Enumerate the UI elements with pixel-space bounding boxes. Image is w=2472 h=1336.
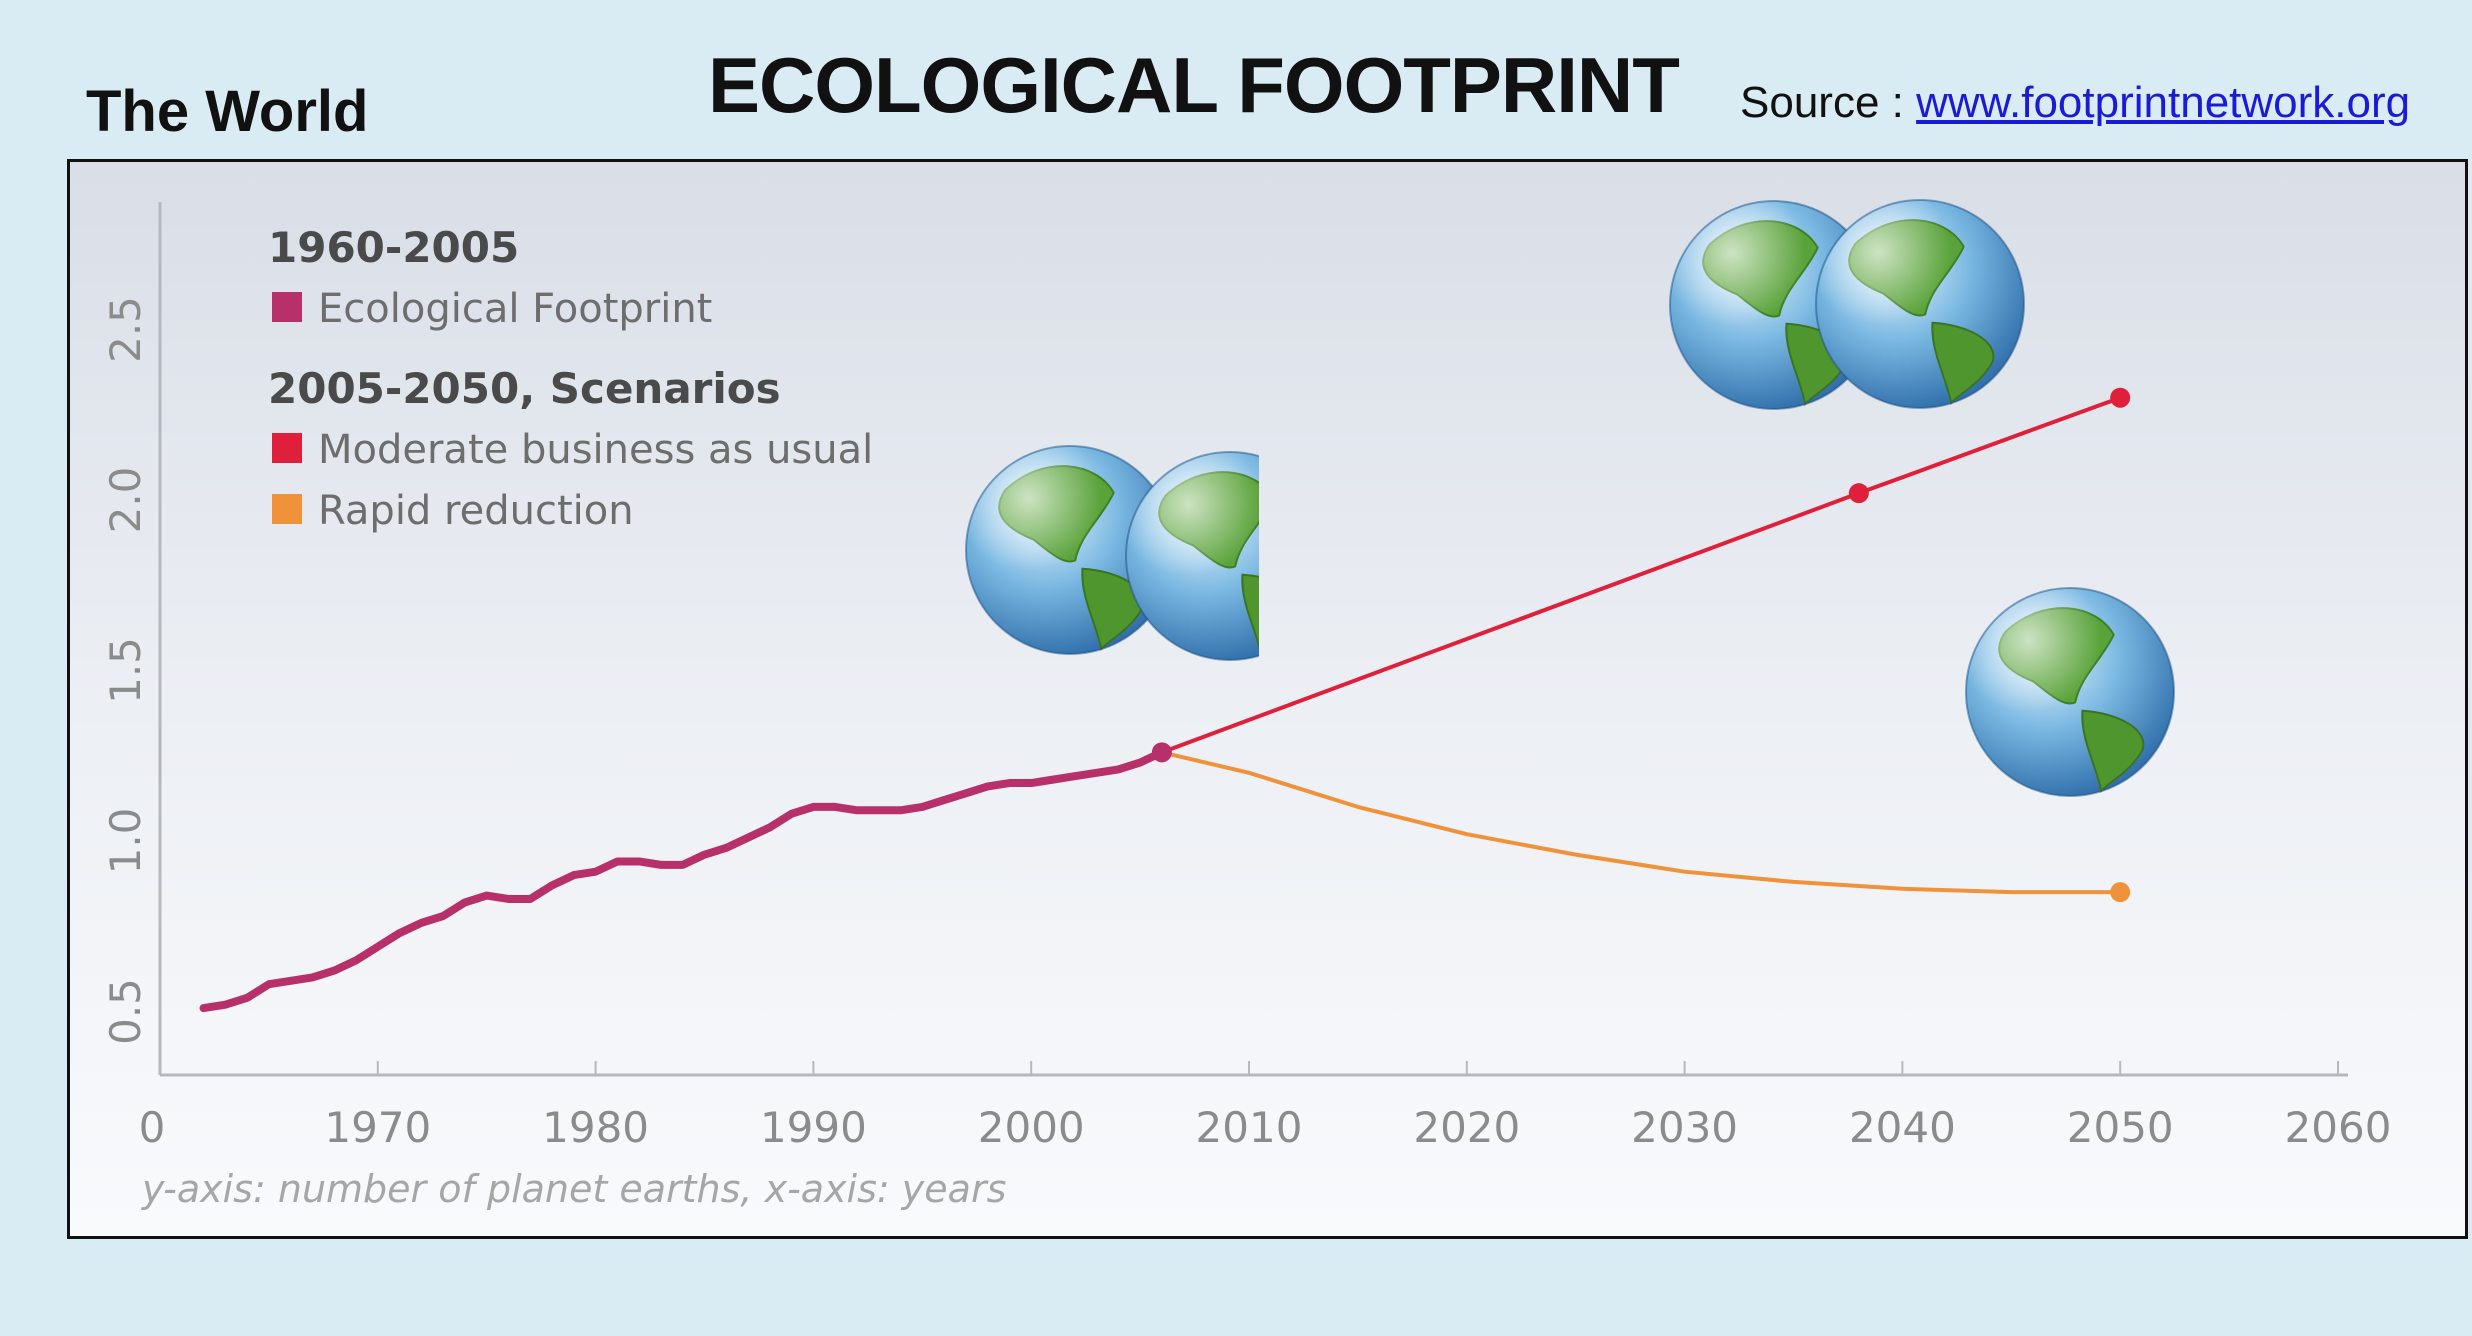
chart-axes — [158, 202, 2348, 1077]
chart-legend: 1960-2005 Ecological Footprint 2005-2050, … — [268, 223, 873, 534]
legend-swatch — [272, 494, 302, 524]
y-tick-label: 2.0 — [101, 467, 150, 534]
ecological-footprint-chart: 0 1970 1980 1990 2000 2010 2020 2030 2040 2050 206… — [101, 199, 2392, 1211]
globe-icon — [1815, 199, 2025, 409]
x-tick-label: 0 — [139, 1103, 166, 1152]
legend-swatch — [272, 433, 302, 463]
legend-label: Moderate business as usual — [318, 427, 873, 473]
series-line-ecological-footprint — [199, 748, 1166, 1013]
source-line: Source : www.footprintnetwork.org — [1740, 78, 2410, 128]
series-line-rapid-reduction — [1159, 750, 2123, 895]
data-point-marker — [1151, 742, 1172, 763]
legend-label: Ecological Footprint — [318, 286, 712, 332]
x-tick-label: 2000 — [978, 1103, 1085, 1152]
x-tick-label: 2060 — [2285, 1103, 2392, 1152]
chart-markers — [1151, 387, 2131, 903]
legend-swatch — [272, 292, 302, 322]
x-tick-label: 2030 — [1631, 1103, 1738, 1152]
y-tick-label: 1.0 — [101, 808, 150, 875]
data-point-marker — [2110, 882, 2131, 903]
globe-icon — [965, 445, 1175, 655]
page-title: ECOLOGICAL FOOTPRINT — [708, 41, 1680, 129]
x-tick-label: 1980 — [542, 1103, 649, 1152]
globe-icon — [1125, 451, 1259, 661]
globe-icon — [1669, 200, 1879, 410]
chart-frame: 0 1970 1980 1990 2000 2010 2020 2030 2040 2050 206… — [67, 159, 2468, 1239]
globe-icon — [1965, 587, 2175, 797]
x-tick-label: 2010 — [1196, 1103, 1303, 1152]
x-tick-label: 2040 — [1849, 1103, 1956, 1152]
x-axis-ticks: 0 1970 1980 1990 2000 2010 2020 2030 2040 2050 206… — [139, 1061, 2392, 1152]
y-tick-label: 2.5 — [101, 296, 150, 363]
legend-label: Rapid reduction — [318, 488, 634, 534]
region-label: The World — [86, 79, 369, 144]
x-tick-label: 1970 — [324, 1103, 431, 1152]
y-axis-ticks: 0.5 1.0 1.5 2.0 2.5 — [101, 296, 150, 1045]
x-tick-label: 2020 — [1413, 1103, 1520, 1152]
globe-icons — [965, 199, 2175, 797]
data-point-marker — [2110, 387, 2131, 408]
x-tick-label: 1990 — [760, 1103, 867, 1152]
legend-heading: 2005-2050, Scenarios — [268, 364, 781, 413]
x-tick-label: 2050 — [2067, 1103, 2174, 1152]
y-tick-label: 0.5 — [101, 978, 150, 1045]
source-label: Source : — [1740, 78, 1904, 127]
axis-caption: y-axis: number of planet earths, x-axis:… — [141, 1167, 1006, 1211]
legend-heading: 1960-2005 — [268, 223, 519, 272]
source-link[interactable]: www.footprintnetwork.org — [1916, 78, 2411, 127]
y-tick-label: 1.5 — [101, 637, 150, 704]
data-point-marker — [1848, 483, 1869, 504]
